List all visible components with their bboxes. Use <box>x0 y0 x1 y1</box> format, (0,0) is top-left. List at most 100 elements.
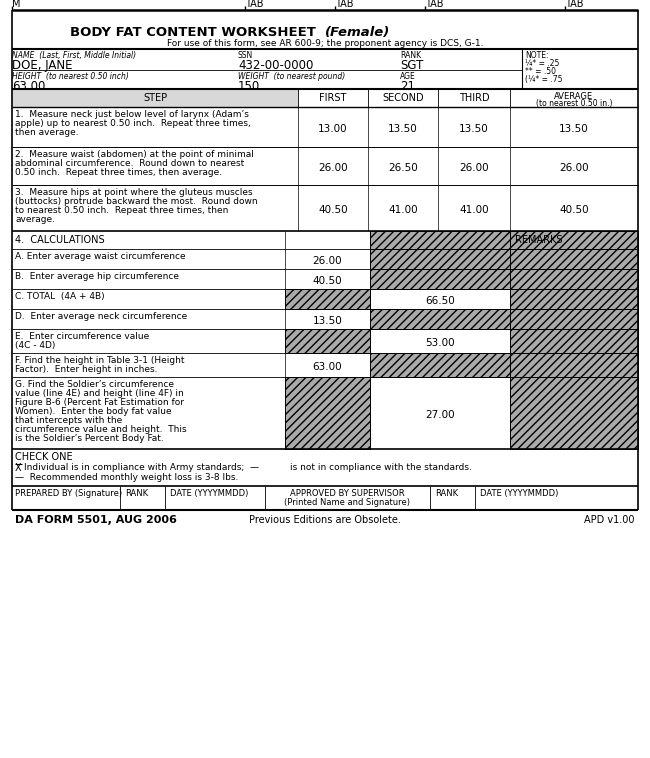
Text: (buttocks) protrude backward the most.  Round down: (buttocks) protrude backward the most. R… <box>15 197 257 206</box>
Bar <box>510 269 638 289</box>
Text: E.  Enter circumference value: E. Enter circumference value <box>15 332 150 341</box>
Text: 27.00: 27.00 <box>425 410 455 420</box>
Text: G. Find the Soldier’s circumference: G. Find the Soldier’s circumference <box>15 380 174 389</box>
Text: 21: 21 <box>400 80 415 93</box>
Text: THIRD: THIRD <box>459 93 489 103</box>
Text: M: M <box>12 0 21 9</box>
Bar <box>285 329 370 353</box>
Text: RANK: RANK <box>400 51 421 60</box>
Text: STEP: STEP <box>143 93 167 103</box>
Text: 26.00: 26.00 <box>313 256 343 266</box>
Text: ** = .50: ** = .50 <box>525 67 556 76</box>
Text: For use of this form, see AR 600-9; the proponent agency is DCS, G-1.: For use of this form, see AR 600-9; the … <box>167 39 483 48</box>
Text: BODY FAT CONTENT WORKSHEET: BODY FAT CONTENT WORKSHEET <box>70 26 325 39</box>
Bar <box>510 309 638 329</box>
Bar <box>285 329 370 353</box>
Text: 13.50: 13.50 <box>388 124 418 134</box>
Text: is the Soldier’s Percent Body Fat.: is the Soldier’s Percent Body Fat. <box>15 434 164 443</box>
Bar <box>510 231 638 249</box>
Text: 2.  Measure waist (abdomen) at the point of minimal: 2. Measure waist (abdomen) at the point … <box>15 150 254 159</box>
Text: Women).  Enter the body fat value: Women). Enter the body fat value <box>15 407 172 416</box>
Bar <box>370 231 510 249</box>
Text: is not in compliance with the standards.: is not in compliance with the standards. <box>290 463 472 472</box>
Text: HEIGHT  (to nearest 0.50 inch): HEIGHT (to nearest 0.50 inch) <box>12 72 129 81</box>
Text: DA FORM 5501, AUG 2006: DA FORM 5501, AUG 2006 <box>15 515 177 525</box>
Text: APPROVED BY SUPERVISOR: APPROVED BY SUPERVISOR <box>290 489 405 498</box>
Text: 4.  CALCULATIONS: 4. CALCULATIONS <box>15 235 105 245</box>
Text: AVERAGE: AVERAGE <box>554 92 593 101</box>
Text: 13.50: 13.50 <box>313 316 343 326</box>
Text: 40.50: 40.50 <box>318 205 348 215</box>
Text: X: X <box>15 463 21 473</box>
Text: AGE: AGE <box>400 72 416 81</box>
Text: NAME  (Last, First, Middle Initial): NAME (Last, First, Middle Initial) <box>12 51 136 60</box>
Text: Previous Editions are Obsolete.: Previous Editions are Obsolete. <box>249 515 401 525</box>
Bar <box>370 353 510 377</box>
Text: REMARKS: REMARKS <box>515 235 562 245</box>
Text: then average.: then average. <box>15 128 79 137</box>
Text: DATE (YYYYMMDD): DATE (YYYYMMDD) <box>480 489 558 498</box>
Bar <box>510 329 638 353</box>
Text: —  Recommended monthly weight loss is 3-8 lbs.: — Recommended monthly weight loss is 3-8… <box>15 473 239 482</box>
Text: RANK: RANK <box>435 489 458 498</box>
Text: 63.00: 63.00 <box>313 362 343 372</box>
Bar <box>510 309 638 329</box>
Text: SSN: SSN <box>238 51 254 60</box>
Text: TAB: TAB <box>425 0 443 9</box>
Text: (Printed Name and Signature): (Printed Name and Signature) <box>285 498 411 507</box>
Text: C. TOTAL  (4A + 4B): C. TOTAL (4A + 4B) <box>15 292 105 301</box>
Text: ¼* = .25: ¼* = .25 <box>525 59 560 68</box>
Text: D.  Enter average neck circumference: D. Enter average neck circumference <box>15 312 187 321</box>
Text: 0.50 inch.  Repeat three times, then average.: 0.50 inch. Repeat three times, then aver… <box>15 168 222 177</box>
Text: 41.00: 41.00 <box>459 205 489 215</box>
Bar <box>370 309 510 329</box>
Text: (Female): (Female) <box>325 26 390 39</box>
Text: to nearest 0.50 inch.  Repeat three times, then: to nearest 0.50 inch. Repeat three times… <box>15 206 228 215</box>
Text: 26.00: 26.00 <box>318 163 348 173</box>
Text: B.  Enter average hip circumference: B. Enter average hip circumference <box>15 272 179 281</box>
Text: 40.50: 40.50 <box>313 276 343 286</box>
Text: 53.00: 53.00 <box>425 338 455 348</box>
Text: Factor).  Enter height in inches.: Factor). Enter height in inches. <box>15 365 157 374</box>
Bar <box>510 289 638 309</box>
Text: circumference value and height.  This: circumference value and height. This <box>15 425 187 434</box>
Bar <box>370 269 510 289</box>
Text: TAB: TAB <box>335 0 354 9</box>
Text: A. Enter average waist circumference: A. Enter average waist circumference <box>15 252 186 261</box>
Text: apple) up to nearest 0.50 inch.  Repeat three times,: apple) up to nearest 0.50 inch. Repeat t… <box>15 119 251 128</box>
Bar <box>510 231 638 249</box>
Text: 13.50: 13.50 <box>559 124 589 134</box>
Text: 3.  Measure hips at point where the gluteus muscles: 3. Measure hips at point where the glute… <box>15 188 253 197</box>
Text: (4C - 4D): (4C - 4D) <box>15 341 55 350</box>
Bar <box>12 89 298 107</box>
Bar <box>510 353 638 377</box>
Text: 1.  Measure neck just below level of larynx (Adam’s: 1. Measure neck just below level of lary… <box>15 110 249 119</box>
Bar <box>510 269 638 289</box>
Text: SECOND: SECOND <box>382 93 424 103</box>
Text: CHECK ONE: CHECK ONE <box>15 452 73 462</box>
Bar <box>510 249 638 269</box>
Text: 26.00: 26.00 <box>559 163 589 173</box>
Bar <box>370 353 510 377</box>
Text: DATE (YYYYMMDD): DATE (YYYYMMDD) <box>170 489 248 498</box>
Text: PREPARED BY (Signature): PREPARED BY (Signature) <box>15 489 122 498</box>
Bar <box>510 377 638 449</box>
Bar <box>370 231 510 249</box>
Text: 26.00: 26.00 <box>459 163 489 173</box>
Text: WEIGHT  (to nearest pound): WEIGHT (to nearest pound) <box>238 72 345 81</box>
Text: 13.00: 13.00 <box>318 124 348 134</box>
Text: (to nearest 0.50 in.): (to nearest 0.50 in.) <box>536 99 612 108</box>
Text: 66.50: 66.50 <box>425 296 455 306</box>
Text: APD v1.00: APD v1.00 <box>584 515 635 525</box>
Text: value (line 4E) and height (line 4F) in: value (line 4E) and height (line 4F) in <box>15 389 184 398</box>
Text: average.: average. <box>15 215 55 224</box>
Text: 26.50: 26.50 <box>388 163 418 173</box>
Text: TAB: TAB <box>245 0 263 9</box>
Text: 41.00: 41.00 <box>388 205 418 215</box>
Text: TAB: TAB <box>565 0 584 9</box>
Bar <box>285 377 370 449</box>
Text: 63.00: 63.00 <box>12 80 46 93</box>
Text: F. Find the height in Table 3-1 (Height: F. Find the height in Table 3-1 (Height <box>15 356 185 365</box>
Bar <box>285 377 370 449</box>
Text: 432-00-0000: 432-00-0000 <box>238 59 313 72</box>
